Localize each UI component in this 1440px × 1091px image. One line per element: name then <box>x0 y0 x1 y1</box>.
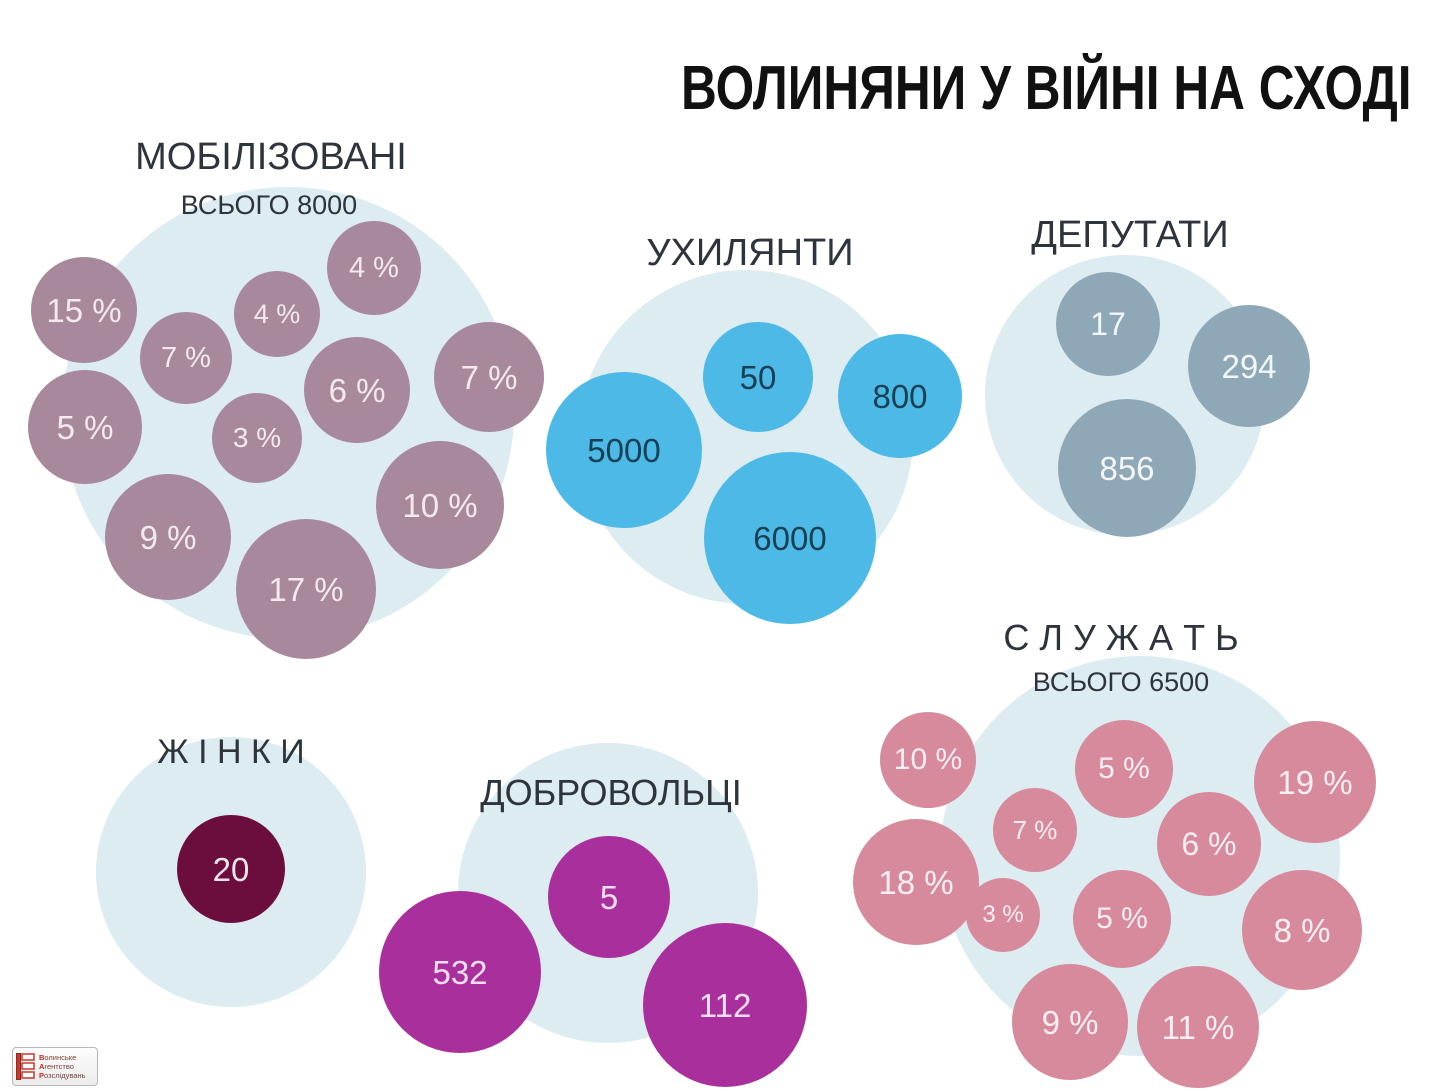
bubble-label: 9 % <box>139 518 197 556</box>
evaders-bubble: 5000 <box>546 372 702 528</box>
logo-box: Волинське Агентство Розслідувань <box>12 1047 98 1086</box>
serving-bubble: 11 % <box>1137 966 1259 1088</box>
bubble-label: 17 % <box>268 570 344 608</box>
main-title: ВОЛИНЯНИ У ВІЙНІ НА СХОДІ <box>681 54 1412 123</box>
mobilized-bubble: 17 % <box>236 519 376 659</box>
bubble-label: 20 <box>212 850 250 888</box>
volunteers-bubble: 532 <box>379 891 541 1053</box>
mobilized-bubble: 7 % <box>434 322 544 432</box>
serving-bubble: 8 % <box>1242 870 1362 990</box>
logo-line: Волинське <box>39 1053 77 1062</box>
bubble-label: 7 % <box>161 341 211 374</box>
serving-title: С Л У Ж А Т Ь <box>1003 617 1239 658</box>
bubble-label: 6 % <box>328 371 386 409</box>
deputies-bubble: 17 <box>1056 272 1160 376</box>
serving-bubble: 19 % <box>1254 721 1376 843</box>
bubble-label: 532 <box>432 953 488 991</box>
bubble-label: 9 % <box>1041 1003 1099 1041</box>
evaders-bubble: 800 <box>838 334 962 458</box>
serving-bubble: 5 % <box>1073 870 1171 968</box>
bubble-label: 5 <box>599 878 619 916</box>
women-title: Ж І Н К И <box>157 733 305 771</box>
bubble-label: 3 % <box>982 901 1024 928</box>
bubble-label: 10 % <box>402 486 478 524</box>
bubble-label: 8 % <box>1273 911 1331 949</box>
mobilized-bubble: 9 % <box>105 474 231 600</box>
logo-line: Агентство <box>39 1062 74 1071</box>
bubble-label: 19 % <box>1277 763 1353 801</box>
bubble-label: 7 % <box>1012 815 1058 845</box>
mobilized-title: МОБІЛІЗОВАНІ <box>135 136 407 178</box>
bubble-label: 5 % <box>1096 902 1148 935</box>
bubble-label: 5 % <box>1098 752 1150 785</box>
serving-bubble: 6 % <box>1157 792 1261 896</box>
women-bubble: 20 <box>177 815 285 923</box>
bubble-label: 7 % <box>460 358 518 396</box>
bubble-label: 18 % <box>878 863 954 901</box>
serving-bubble: 10 % <box>880 712 976 808</box>
evaders-title: УХИЛЯНТИ <box>646 232 854 274</box>
mobilized-subtitle: ВСЬОГО 8000 <box>180 190 358 220</box>
bubble-label: 50 <box>739 358 777 396</box>
deputies-bubble: 856 <box>1058 399 1196 537</box>
logo-text: Волинське Агентство Розслідувань <box>39 1053 86 1080</box>
logo-line: Розслідувань <box>39 1071 86 1080</box>
mobilized-bubble: 6 % <box>304 337 410 443</box>
mobilized-bubble: 3 % <box>212 393 302 483</box>
mobilized-bubble: 4 % <box>327 221 421 315</box>
bubble-label: 4 % <box>253 298 301 329</box>
bubble-label: 5000 <box>587 431 661 469</box>
bubble-label: 5 % <box>56 408 114 446</box>
bubble-label: 112 <box>698 986 752 1024</box>
volunteers-bubble: 5 <box>548 836 670 958</box>
bubble-label: 6000 <box>753 519 827 557</box>
evaders-bubble: 6000 <box>704 452 876 624</box>
serving-bubble: 5 % <box>1075 720 1173 818</box>
bubble-label: 3 % <box>232 422 282 453</box>
mobilized-bubble: 10 % <box>376 441 504 569</box>
bubble-label: 4 % <box>349 251 399 284</box>
deputies-bubble: 294 <box>1188 305 1310 427</box>
bubble-label: 294 <box>1221 347 1277 385</box>
serving-bubble: 18 % <box>853 819 979 945</box>
logo-icon <box>16 1053 35 1080</box>
mobilized-bubble: 5 % <box>28 370 142 484</box>
bubble-label: 15 % <box>46 291 122 329</box>
serving-bubble: 9 % <box>1012 964 1128 1080</box>
serving-bubble: 7 % <box>993 788 1077 872</box>
bubble-label: 11 % <box>1161 1008 1235 1046</box>
bubble-label: 800 <box>872 377 928 415</box>
volunteers-bubble: 112 <box>643 923 807 1087</box>
mobilized-bubble: 15 % <box>31 257 137 363</box>
mobilized-bubble: 4 % <box>234 271 320 357</box>
bubble-label: 10 % <box>893 743 963 776</box>
bubble-label: 856 <box>1099 449 1155 487</box>
deputies-title: ДЕПУТАТИ <box>1031 214 1229 256</box>
bubble-label: 17 <box>1090 306 1126 342</box>
serving-halo <box>940 656 1340 1056</box>
mobilized-bubble: 7 % <box>140 312 232 404</box>
volunteers-title: ДОБРОВОЛЬЦІ <box>480 772 742 813</box>
serving-bubble: 3 % <box>966 878 1040 952</box>
evaders-bubble: 50 <box>703 322 813 432</box>
bubble-label: 6 % <box>1181 826 1237 862</box>
serving-subtitle: ВСЬОГО 6500 <box>1032 667 1210 697</box>
